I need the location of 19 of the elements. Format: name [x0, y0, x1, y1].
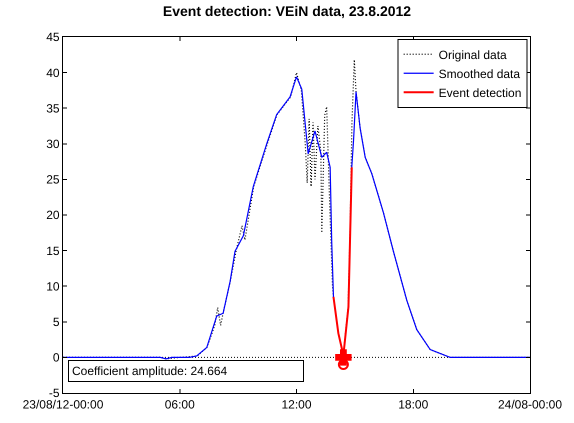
chart-title: Event detection: VEiN data, 23.8.2012	[162, 3, 412, 20]
x-tick-label: 12:00	[281, 397, 312, 412]
x-tick-label: 24/08-00:00	[498, 397, 562, 412]
y-tick-label: 5	[52, 315, 60, 329]
annotation: Coefficient amplitude: 24.664	[72, 364, 228, 378]
y-tick-label: 0	[52, 350, 60, 365]
y-tick-label: 15	[46, 244, 60, 258]
y-tick-label: 40	[46, 66, 60, 80]
y-tick-label: 20	[46, 208, 60, 222]
x-tick-label: 18:00	[398, 397, 429, 412]
y-tick-label: 25	[46, 172, 60, 187]
legend-label: Original data	[438, 48, 508, 62]
legend-label: Event detection	[438, 86, 522, 100]
x-tick-label: 06:00	[164, 397, 196, 412]
y-tick-label: 45	[46, 30, 60, 44]
y-tick-label: 35	[46, 101, 60, 116]
y-tick-label: 10	[46, 279, 60, 294]
y-tick-label: 30	[46, 137, 60, 151]
legend-label: Smoothed data	[438, 66, 520, 81]
